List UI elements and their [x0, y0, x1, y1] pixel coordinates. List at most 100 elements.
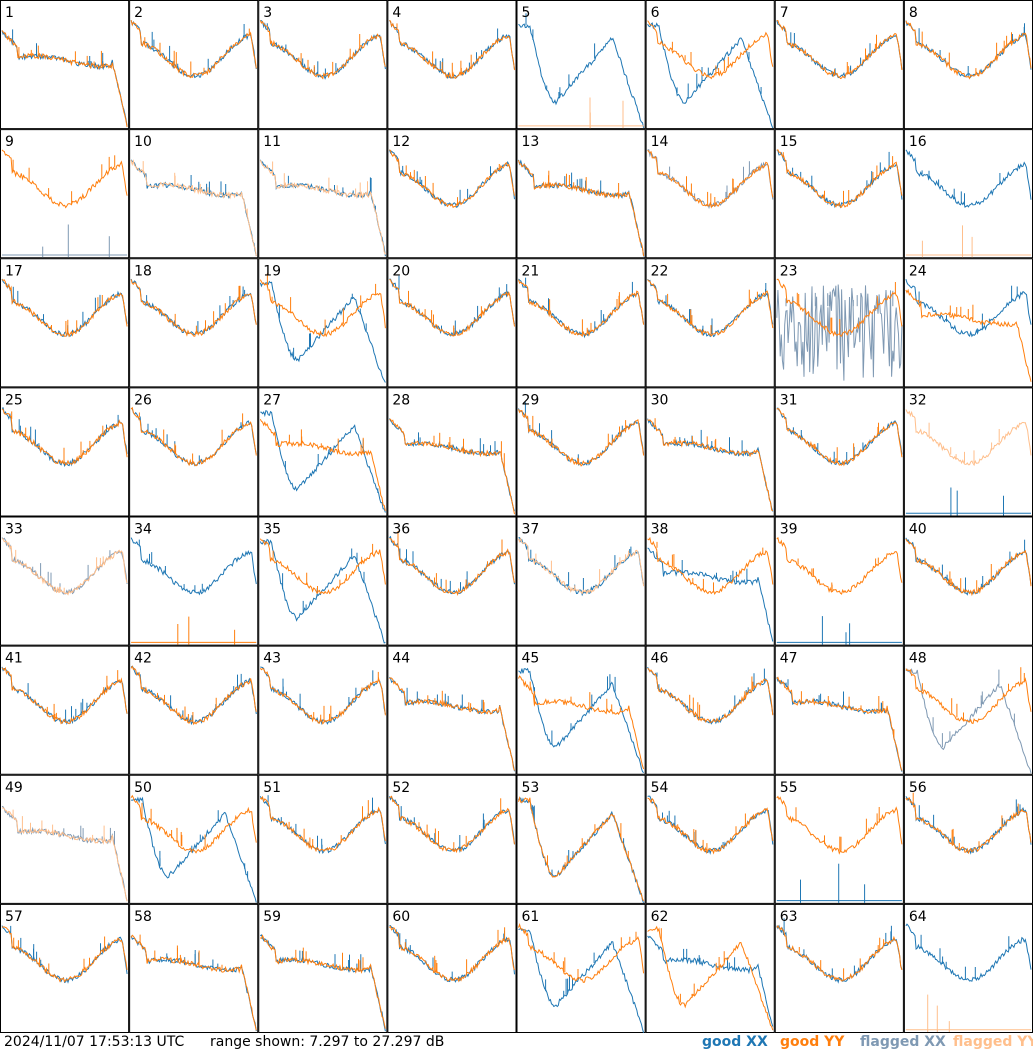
panel-40: 40 [903, 516, 1033, 646]
panel-47: 47 [774, 645, 904, 775]
yy-spikes [288, 800, 369, 848]
yy-spikes [532, 415, 627, 464]
yy-series-line [647, 279, 774, 337]
panel-frame [0, 387, 130, 517]
yy-spikes [800, 691, 895, 737]
panel-label: 29 [522, 392, 540, 408]
panel-2: 2 [129, 0, 259, 130]
yy-spikes [928, 422, 1000, 463]
panel-label: 4 [392, 5, 401, 21]
yy-spikes [921, 31, 1012, 75]
panel-label: 54 [651, 780, 669, 796]
yy-spikes [397, 531, 503, 592]
yy-spikes [142, 161, 248, 216]
panel-frame [129, 645, 259, 775]
panel-frame [903, 0, 1033, 130]
yy-spikes [686, 176, 734, 206]
xx-spikes [138, 539, 203, 593]
xx-series-line [776, 284, 903, 381]
yy-spikes [18, 45, 102, 67]
yy-series-line [259, 159, 386, 255]
panel-label: 28 [392, 392, 410, 408]
yy-spikes [547, 823, 629, 867]
yy-spikes [677, 813, 746, 851]
yy-series-line [389, 537, 515, 597]
panel-34: 34 [129, 516, 259, 646]
yy-series-line [776, 924, 903, 982]
yy-series-line [518, 409, 645, 467]
yy-series-line [1, 538, 128, 596]
xx-spikes [278, 293, 367, 358]
panel-frame [129, 258, 259, 388]
panel-label: 6 [651, 5, 660, 21]
panel-45: 45 [516, 645, 646, 775]
panel-frame [387, 774, 517, 904]
xx-series-line [260, 410, 386, 513]
panel-label: 57 [5, 909, 23, 925]
panel-27: 27 [258, 387, 388, 517]
yy-series-line [647, 925, 774, 1031]
panel-label: 25 [5, 392, 23, 408]
yy-series-line [647, 668, 774, 724]
panel-label: 41 [5, 651, 23, 667]
yy-spikes [174, 285, 241, 335]
range-shown: range shown: 7.297 to 27.297 dB [210, 1034, 445, 1050]
yy-series-line [259, 419, 386, 512]
yy-spikes [177, 616, 236, 645]
panel-frame [129, 0, 259, 130]
panel-frame [0, 645, 130, 775]
yy-series-line [518, 160, 645, 257]
yy-spikes [924, 558, 992, 591]
panel-label: 27 [263, 392, 281, 408]
panel-48: 48 [903, 645, 1033, 775]
xx-spikes [918, 285, 1018, 333]
panel-frame [258, 774, 388, 904]
panel-28: 28 [387, 387, 517, 517]
xx-spikes [950, 487, 1004, 516]
panel-12: 12 [387, 129, 517, 259]
panel-label: 21 [522, 263, 540, 279]
yy-spikes [796, 282, 896, 335]
xx-series-line [647, 795, 774, 855]
xx-series-line [776, 149, 903, 209]
xx-series-line [389, 278, 515, 337]
panel-frame [774, 903, 904, 1033]
panel-14: 14 [645, 129, 775, 259]
legend-item-flagged-YY: flagged YY [953, 1034, 1033, 1050]
panel-57: 57 [0, 903, 130, 1033]
yy-spikes [272, 543, 374, 592]
yy-spikes [548, 170, 620, 196]
panel-54: 54 [645, 774, 775, 904]
yy-series-line [130, 934, 257, 1031]
panel-61: 61 [516, 903, 646, 1033]
panel-label: 26 [134, 392, 152, 408]
panel-label: 59 [263, 909, 281, 925]
panel-label: 8 [909, 5, 918, 21]
panel-label: 11 [263, 134, 281, 150]
panel-35: 35 [258, 516, 388, 646]
panel-55: 55 [774, 774, 904, 904]
yy-spikes [138, 412, 244, 464]
yy-series-line [905, 409, 1032, 467]
yy-spikes [15, 549, 104, 593]
yy-series-line [130, 279, 257, 337]
xx-spikes [792, 151, 890, 188]
panel-3: 3 [258, 0, 388, 130]
panel-frame [258, 0, 388, 130]
yy-series-line [130, 20, 257, 79]
yy-series-line [905, 538, 1032, 597]
panel-frame [645, 258, 775, 388]
yy-spikes [46, 670, 119, 720]
panel-62: 62 [645, 903, 775, 1033]
panel-25: 25 [0, 387, 130, 517]
panel-label: 49 [5, 780, 23, 796]
yy-series-line [518, 922, 645, 983]
panel-label: 30 [651, 392, 669, 408]
panel-11: 11 [258, 129, 388, 259]
timestamp: 2024/11/07 17:53:13 UTC [4, 1034, 185, 1050]
yy-spikes [396, 23, 472, 76]
panel-33: 33 [0, 516, 130, 646]
yy-series-line [259, 538, 386, 595]
panel-frame [774, 387, 904, 517]
panel-frame [129, 387, 259, 517]
